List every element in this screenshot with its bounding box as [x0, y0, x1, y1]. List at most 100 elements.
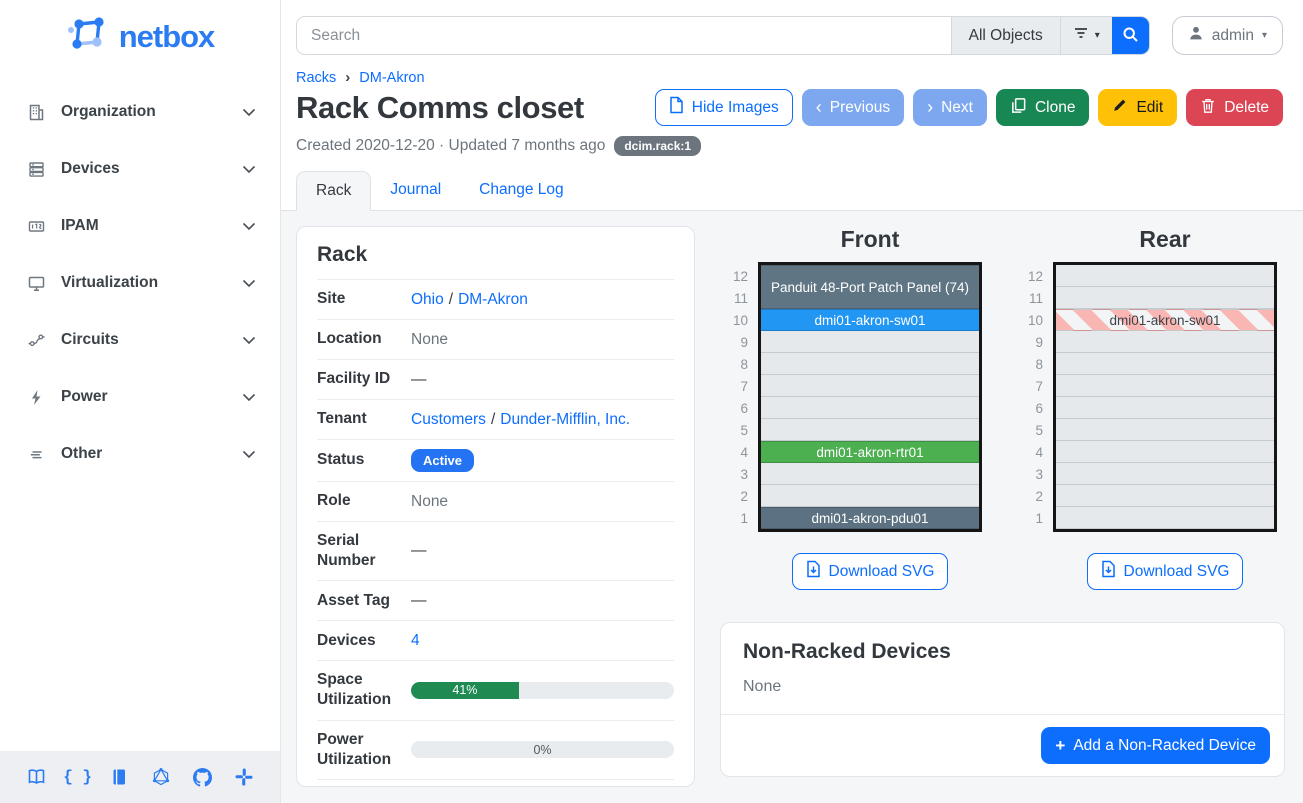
previous-button[interactable]: ‹ Previous: [801, 89, 905, 126]
sidebar-item-devices[interactable]: Devices: [22, 149, 260, 189]
sidebar-footer: { }: [0, 751, 280, 803]
rack-slot-empty[interactable]: [1056, 331, 1274, 353]
unit-number-label: 12: [732, 268, 748, 284]
unit-number-label: 1: [1035, 510, 1043, 526]
edit-button[interactable]: Edit: [1098, 89, 1178, 126]
add-non-racked-device-button[interactable]: + Add a Non-Racked Device: [1041, 727, 1270, 764]
unit-number-label: 1: [740, 510, 748, 526]
unit-number-label: 4: [740, 444, 748, 460]
devices-count-link[interactable]: 4: [411, 631, 420, 649]
sidebar-item-label: Organization: [61, 103, 156, 120]
plus-icon: +: [1055, 736, 1066, 755]
rack-slot-empty[interactable]: [1056, 485, 1274, 507]
sidebar-item-label: Power: [61, 388, 108, 405]
rack-slot-empty[interactable]: [761, 353, 979, 375]
title-row: Rack Comms closet Hide Images ‹ Previous: [296, 89, 1283, 126]
sidebar-item-circuits[interactable]: Circuits: [22, 320, 260, 360]
clone-button[interactable]: Clone: [995, 89, 1090, 126]
community-pinwheel-icon[interactable]: [234, 767, 254, 787]
rack-slot-empty[interactable]: [1056, 287, 1274, 309]
rack-slot-empty[interactable]: [1056, 419, 1274, 441]
front-elevation-title: Front: [840, 226, 900, 252]
unit-number-label: 6: [1035, 400, 1043, 416]
rack-device[interactable]: Panduit 48-Port Patch Panel (74): [761, 265, 979, 309]
download-svg-front-button[interactable]: Download SVG: [791, 553, 949, 590]
next-button[interactable]: › Next: [913, 89, 987, 126]
rack-device[interactable]: dmi01-akron-sw01: [761, 309, 979, 331]
book-open-icon[interactable]: [26, 767, 46, 787]
graphql-icon[interactable]: [151, 767, 171, 787]
rack-slot-empty[interactable]: [761, 397, 979, 419]
detail-row-devices: Devices 4: [317, 620, 674, 660]
detail-row-role: Role None: [317, 481, 674, 521]
breadcrumb-racks-link[interactable]: Racks: [296, 69, 337, 86]
rack-slot-empty[interactable]: [761, 331, 979, 353]
rack-slot-empty[interactable]: [1056, 507, 1274, 529]
unit-number-label: 4: [1035, 444, 1043, 460]
rack-slot-empty[interactable]: [1056, 397, 1274, 419]
search-submit-button[interactable]: [1111, 17, 1149, 54]
caret-down-icon: ▾: [1094, 30, 1100, 41]
object-id-badge: dcim.rack:1: [614, 136, 702, 156]
created-updated-text: Created 2020-12-20 · Updated 7 months ag…: [296, 137, 606, 154]
rack-slot-empty[interactable]: [761, 419, 979, 441]
detail-row-power-utilization: Power Utilization 0%: [317, 719, 674, 780]
rack-slot-empty[interactable]: [1056, 441, 1274, 463]
rack-slot-empty[interactable]: [1056, 265, 1274, 287]
search-filter-button[interactable]: ▾: [1059, 17, 1112, 54]
search-scope-select[interactable]: All Objects: [950, 17, 1060, 54]
github-icon[interactable]: [192, 767, 212, 787]
breadcrumb-site-link[interactable]: DM-Akron: [359, 69, 425, 86]
rack-device[interactable]: dmi01-akron-sw01: [1056, 309, 1274, 331]
detail-row-asset-tag: Asset Tag —: [317, 580, 674, 620]
tab-rack[interactable]: Rack: [296, 171, 372, 211]
user-name: admin: [1211, 26, 1254, 44]
netbox-logo[interactable]: netbox: [0, 0, 280, 66]
code-braces-icon[interactable]: { }: [63, 768, 92, 786]
main-area: All Objects ▾: [281, 0, 1303, 803]
lines-icon: [26, 444, 46, 464]
front-elevation: Front 12 11 10 9 8 7 6 5 4 3 2 1 Panduit 48-Port Pa…: [722, 226, 982, 590]
unit-number-label: 8: [1035, 356, 1043, 372]
tab-journal[interactable]: Journal: [390, 181, 442, 198]
image-file-icon: [669, 96, 684, 119]
rack-device[interactable]: dmi01-akron-rtr01: [761, 441, 979, 463]
chevron-down-icon: [242, 336, 256, 345]
unit-number-label: 11: [1028, 290, 1043, 306]
hide-images-button[interactable]: Hide Images: [654, 89, 793, 126]
search-input[interactable]: [297, 17, 951, 54]
file-download-icon: [1101, 560, 1116, 583]
chevron-down-icon: [242, 279, 256, 288]
tab-change-log[interactable]: Change Log: [479, 181, 564, 198]
rack-details-panel: Rack Site Ohio / DM-Akron Location None: [296, 226, 695, 787]
rack-slot-empty[interactable]: [761, 463, 979, 485]
netbox-wordmark: netbox: [118, 18, 216, 54]
lightning-bolt-icon: [26, 387, 46, 407]
rack-slot-empty[interactable]: [1056, 353, 1274, 375]
rack-device[interactable]: dmi01-akron-pdu01: [761, 507, 979, 529]
sidebar-item-ipam[interactable]: IPAM: [22, 206, 260, 246]
rack-slot-empty[interactable]: [761, 485, 979, 507]
right-column: Front 12 11 10 9 8 7 6 5 4 3 2 1 Panduit 48-Port Pa…: [720, 226, 1285, 803]
sidebar-item-other[interactable]: Other: [22, 434, 260, 474]
user-menu-button[interactable]: admin ▾: [1171, 16, 1283, 55]
rack-slot-empty[interactable]: [1056, 375, 1274, 397]
journal-icon[interactable]: [109, 767, 129, 787]
rear-rack-diagram: dmi01-akron-sw01: [1053, 262, 1277, 532]
site-link[interactable]: DM-Akron: [458, 290, 528, 308]
tenant-group-link[interactable]: Customers: [411, 410, 486, 428]
site-group-link[interactable]: Ohio: [411, 290, 444, 308]
rack-slot-empty[interactable]: [1056, 463, 1274, 485]
power-utilization-label: 0%: [533, 742, 552, 757]
monitor-icon: [26, 273, 46, 293]
sidebar-item-virtualization[interactable]: Virtualization: [22, 263, 260, 303]
download-svg-rear-button[interactable]: Download SVG: [1086, 553, 1244, 590]
sidebar-item-power[interactable]: Power: [22, 377, 260, 417]
tenant-link[interactable]: Dunder-Mifflin, Inc.: [500, 410, 631, 428]
rack-slot-empty[interactable]: [761, 375, 979, 397]
sidebar-item-label: IPAM: [61, 217, 99, 234]
tab-bar: Rack Journal Change Log: [281, 171, 1303, 211]
delete-button[interactable]: Delete: [1186, 89, 1283, 126]
sidebar-item-organization[interactable]: Organization: [22, 92, 260, 132]
sidebar-item-label: Virtualization: [61, 274, 159, 291]
